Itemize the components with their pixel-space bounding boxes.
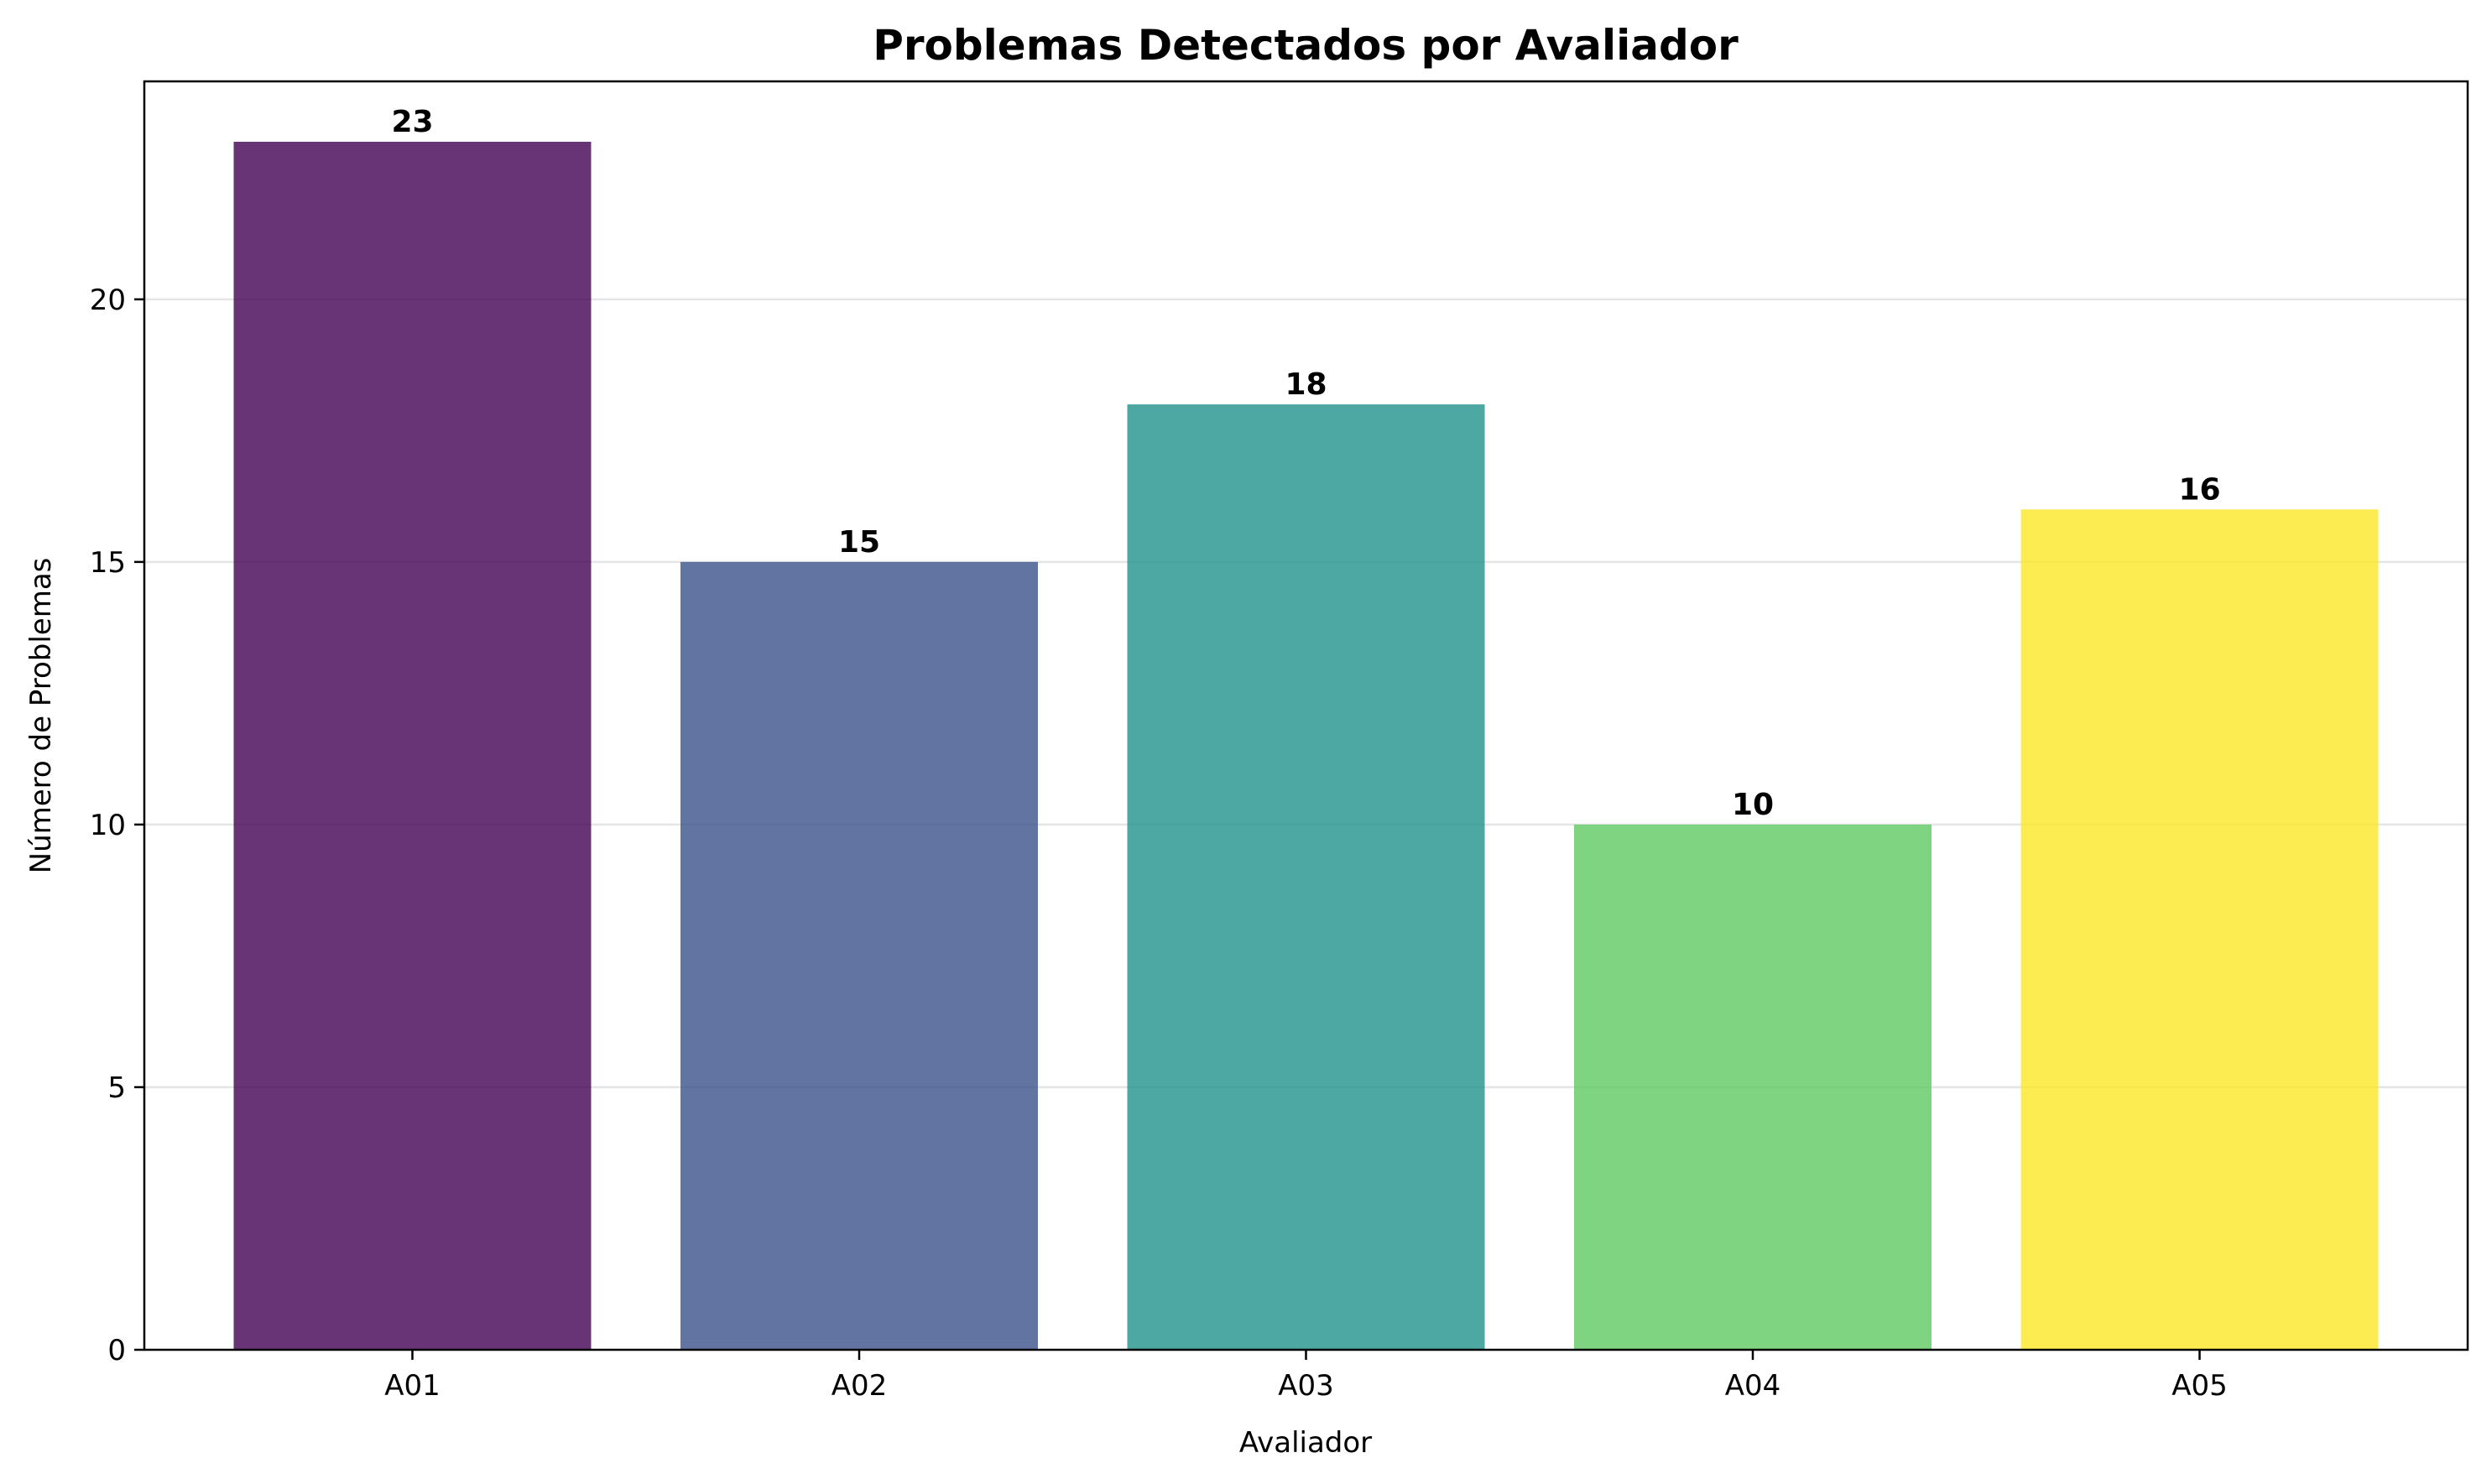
x-tick-label: A01 [384,1369,441,1403]
bars-group [233,142,2379,1351]
y-tick-label: 10 [90,809,126,842]
x-tick-label: A03 [1278,1369,1334,1403]
value-labels-group: 23 15 18 10 16 [391,105,2220,822]
x-tick-label: A02 [832,1369,888,1403]
value-label: 18 [1285,367,1327,402]
y-tick-label: 20 [90,284,126,317]
plot-frame [143,80,2469,1351]
value-label: 10 [1732,788,1774,822]
y-tick-label: 5 [107,1071,126,1105]
x-tick-label: A05 [2171,1369,2228,1403]
bar-a04 [1574,824,1932,1350]
bar-a05 [2020,509,2379,1350]
bar-a02 [680,561,1038,1350]
value-label: 15 [838,525,880,560]
y-tick-label: 15 [90,546,126,580]
value-label: 16 [2178,472,2220,507]
x-tick-label: A04 [1725,1369,1781,1403]
y-axis-label: Número de Problemas [24,558,58,874]
bar-a03 [1127,404,1485,1351]
x-axis-label: Avaliador [1239,1426,1372,1460]
bar-a01 [233,142,592,1350]
value-label: 23 [391,105,433,139]
y-tick-label: 0 [107,1334,126,1367]
y-axis: 0 5 10 15 20 [90,284,144,1367]
chart-title: Problemas Detectados por Avaliador [873,21,1739,70]
x-axis: A01 A02 A03 A04 A05 [384,1350,2228,1403]
